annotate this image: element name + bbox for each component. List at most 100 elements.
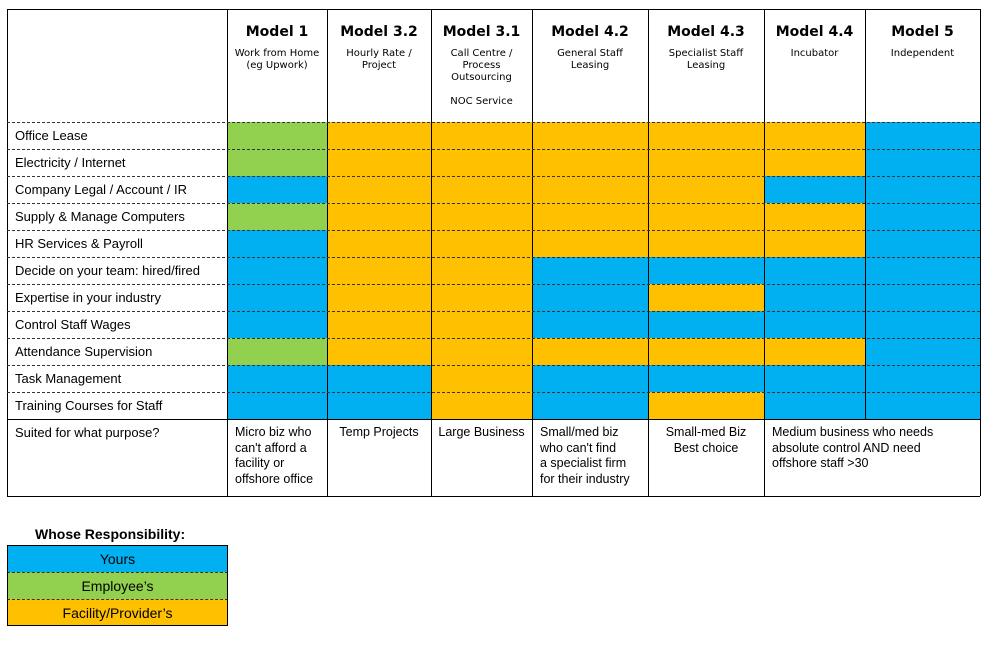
grid-vline [865, 9, 866, 419]
cell-yours [227, 284, 327, 311]
grid-row-line [7, 203, 980, 204]
grid-vline [327, 9, 328, 496]
model-header-subtitle: Hourly Rate / Project [346, 48, 412, 71]
row-label-control-staff-wages: Control Staff Wages [15, 317, 131, 332]
row-label-attendance-supervision: Attendance Supervision [15, 344, 153, 359]
row-label-supply-manage-computers: Supply & Manage Computers [15, 209, 185, 224]
grid-vline [431, 9, 432, 496]
model-header-subtitle: Call Centre / Process Outsourcing NOC Se… [450, 48, 513, 107]
cell-yours [327, 392, 431, 419]
grid-row-line [7, 149, 980, 150]
grid-vline [532, 9, 533, 496]
grid-vline [7, 9, 8, 496]
cell-facility [532, 230, 648, 257]
cell-facility [327, 203, 431, 230]
cell-yours [865, 149, 980, 176]
cell-yours [865, 122, 980, 149]
purpose-value: Temp Projects [339, 425, 419, 439]
cell-yours [865, 365, 980, 392]
cell-facility [327, 176, 431, 203]
cell-yours [227, 311, 327, 338]
legend-item-yours: Yours [7, 545, 228, 572]
model-header-subtitle: Work from Home (eg Upwork) [234, 48, 320, 71]
cell-yours [865, 311, 980, 338]
cell-yours [764, 257, 865, 284]
purpose-value: Small-med Biz Best choice [665, 425, 747, 455]
grid-row-line [7, 419, 980, 420]
grid-row-line [7, 311, 980, 312]
legend-item-label: Yours [99, 551, 136, 567]
cell-yours [764, 176, 865, 203]
grid-bottom-line [7, 496, 980, 497]
cell-employee [227, 149, 327, 176]
cell-yours [327, 365, 431, 392]
cell-facility [648, 176, 764, 203]
model-header-title: Model 4.3 [667, 24, 745, 40]
cell-yours [532, 257, 648, 284]
cell-employee [227, 338, 327, 365]
cell-facility [764, 149, 865, 176]
model-header-subtitle: Specialist Staff Leasing [668, 48, 744, 71]
cell-facility [327, 230, 431, 257]
cell-facility [532, 338, 648, 365]
cell-facility [431, 122, 532, 149]
cell-yours [227, 176, 327, 203]
purpose-label: Suited for what purpose? [15, 425, 160, 440]
cell-facility [431, 230, 532, 257]
cell-facility [327, 284, 431, 311]
cell-facility [431, 149, 532, 176]
grid-row-line [7, 365, 980, 366]
grid-vline [980, 9, 981, 496]
cell-yours [764, 365, 865, 392]
legend-item-label: Employee’s [81, 578, 154, 594]
cell-yours [865, 230, 980, 257]
cell-facility [532, 122, 648, 149]
cell-yours [865, 284, 980, 311]
cell-facility [764, 230, 865, 257]
cell-facility [327, 338, 431, 365]
model-header-subtitle: Incubator [790, 48, 839, 59]
model-header-title: Model 1 [245, 24, 309, 40]
cell-facility [648, 392, 764, 419]
purpose-value: Large Business [438, 425, 525, 439]
cell-facility [327, 149, 431, 176]
cell-facility [431, 176, 532, 203]
cell-yours [532, 311, 648, 338]
cell-yours [532, 284, 648, 311]
cell-facility [431, 284, 532, 311]
cell-facility [327, 257, 431, 284]
cell-yours [865, 203, 980, 230]
cell-facility [532, 203, 648, 230]
grid-vline [227, 9, 228, 496]
row-label-hr-services-payroll: HR Services & Payroll [15, 236, 143, 251]
model-header-title: Model 4.2 [551, 24, 629, 40]
cell-facility [648, 122, 764, 149]
cell-facility [648, 284, 764, 311]
purpose-value: Small/med biz who can't find a specialis… [540, 425, 630, 486]
cell-yours [227, 365, 327, 392]
grid-row-line [7, 122, 980, 123]
cell-facility [532, 176, 648, 203]
cell-facility [648, 338, 764, 365]
grid-row-line [7, 257, 980, 258]
row-label-electricity-internet: Electricity / Internet [15, 155, 126, 170]
grid-row-line [7, 284, 980, 285]
responsibility-matrix: Model 1 Work from Home (eg Upwork) Model 3… [7, 9, 981, 497]
cell-facility [648, 149, 764, 176]
cell-yours [764, 392, 865, 419]
grid-row-line [7, 176, 980, 177]
row-label-decide-on-your-team-hired-fired: Decide on your team: hired/fired [15, 263, 200, 278]
row-label-task-management: Task Management [15, 371, 122, 386]
grid-vline [648, 9, 649, 496]
cell-yours [227, 257, 327, 284]
cell-facility [327, 311, 431, 338]
row-label-office-lease: Office Lease [15, 128, 88, 143]
cell-facility [431, 203, 532, 230]
legend-title: Whose Responsibility: [35, 526, 186, 542]
model-header-title: Model 5 [891, 24, 954, 40]
cell-facility [764, 338, 865, 365]
cell-facility [431, 338, 532, 365]
cell-facility [532, 149, 648, 176]
cell-yours [648, 257, 764, 284]
cell-yours [764, 284, 865, 311]
